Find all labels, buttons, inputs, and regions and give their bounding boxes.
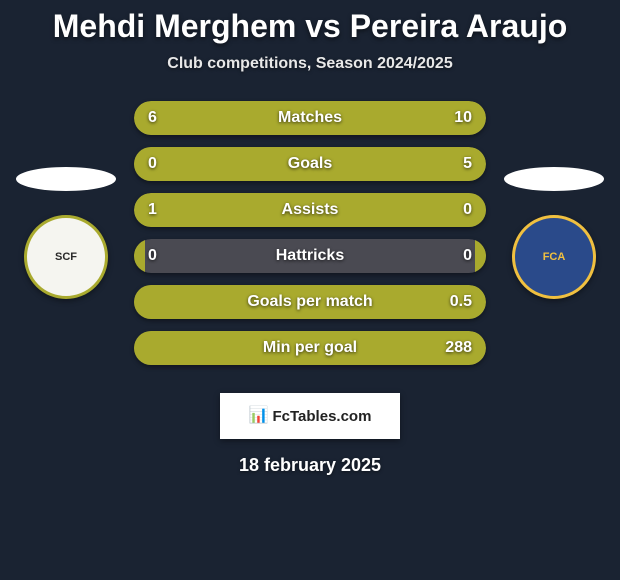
stat-label: Assists bbox=[194, 201, 426, 219]
subtitle: Club competitions, Season 2024/2025 bbox=[0, 55, 620, 73]
page-title: Mehdi Merghem vs Pereira Araujo bbox=[0, 0, 620, 45]
left-club-badge: SCF bbox=[24, 215, 108, 299]
chart-icon: 📊 bbox=[249, 408, 269, 424]
stat-value-left: 0 bbox=[134, 247, 194, 265]
stat-value-right: 0.5 bbox=[426, 293, 486, 311]
stat-fill-left bbox=[134, 285, 145, 319]
stat-label: Goals bbox=[194, 155, 426, 173]
stat-row: 0Hattricks0 bbox=[134, 239, 486, 273]
brand-text: FcTables.com bbox=[273, 408, 372, 425]
stat-value-left: 6 bbox=[134, 109, 194, 127]
stat-value-left: 1 bbox=[134, 201, 194, 219]
stat-row: 1Assists0 bbox=[134, 193, 486, 227]
right-club-badge: FCA bbox=[512, 215, 596, 299]
left-player-column: SCF bbox=[16, 167, 116, 299]
stat-row: Goals per match0.5 bbox=[134, 285, 486, 319]
stat-value-right: 288 bbox=[426, 339, 486, 357]
stat-row: 0Goals5 bbox=[134, 147, 486, 181]
stat-value-right: 5 bbox=[426, 155, 486, 173]
stat-value-left: 0 bbox=[134, 155, 194, 173]
stat-label: Hattricks bbox=[194, 247, 426, 265]
stat-label: Goals per match bbox=[194, 293, 426, 311]
brand-box: 📊 FcTables.com bbox=[220, 393, 400, 439]
stat-row: Min per goal288 bbox=[134, 331, 486, 365]
date-label: 18 february 2025 bbox=[0, 455, 620, 476]
stats-column: 6Matches100Goals51Assists00Hattricks0Goa… bbox=[134, 101, 486, 365]
stat-value-right: 0 bbox=[426, 201, 486, 219]
stat-label: Min per goal bbox=[194, 339, 426, 357]
right-player-column: FCA bbox=[504, 167, 604, 299]
stat-label: Matches bbox=[194, 109, 426, 127]
stat-row: 6Matches10 bbox=[134, 101, 486, 135]
right-player-name-ellipse bbox=[504, 167, 604, 191]
stat-value-right: 0 bbox=[426, 247, 486, 265]
stat-value-right: 10 bbox=[426, 109, 486, 127]
left-player-name-ellipse bbox=[16, 167, 116, 191]
stat-fill-left bbox=[134, 331, 145, 365]
comparison-layout: SCF 6Matches100Goals51Assists00Hattricks… bbox=[0, 101, 620, 365]
